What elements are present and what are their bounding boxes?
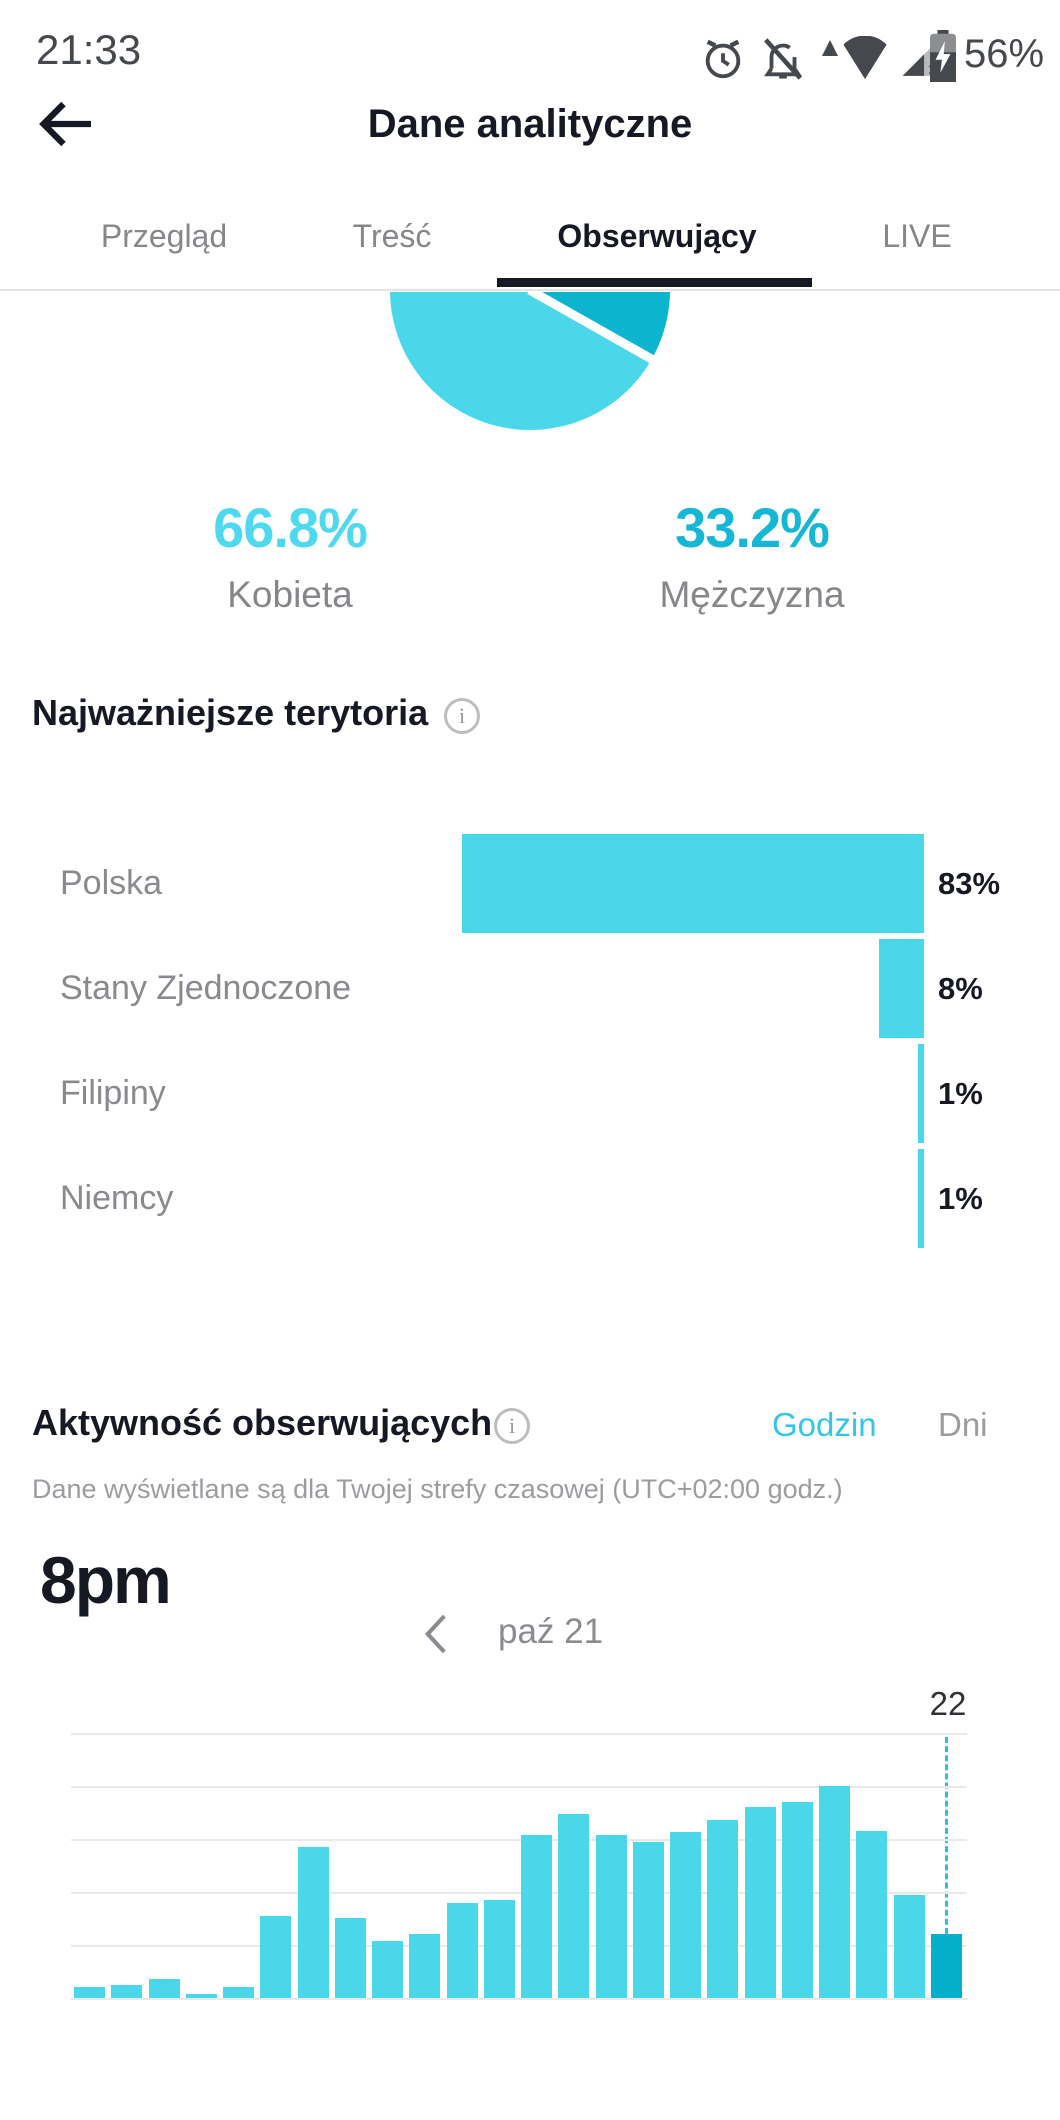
date-label: paź 21	[498, 1612, 604, 1651]
hour-bar	[856, 1831, 888, 1998]
hour-bar	[297, 1847, 329, 1998]
territories-info-icon[interactable]: i	[444, 698, 480, 734]
tab-przeglad[interactable]: Przegląd	[100, 218, 228, 254]
hour-bar	[521, 1835, 552, 1998]
hour-bar	[930, 1934, 962, 1998]
timezone-note: Dane wyświetlane są dla Twojej strefy cz…	[32, 1474, 843, 1504]
territory-label: Polska	[60, 864, 163, 902]
chart-gridline	[71, 1945, 967, 1947]
hour-bar	[744, 1807, 776, 1998]
hour-bar	[670, 1832, 701, 1998]
territory-bar	[462, 834, 924, 933]
clock-time: 21:33	[36, 26, 142, 73]
peak-hour-value: 8pm	[40, 1543, 172, 1617]
territory-bar	[918, 1149, 924, 1248]
tab-obserwujacy[interactable]: Obserwujący	[557, 218, 757, 254]
hour-bar	[74, 1987, 105, 1998]
gender-stat-male: 33.2% Mężczyzna	[592, 495, 912, 616]
activity-title: Aktywność obserwujących	[32, 1402, 493, 1443]
territory-bar	[879, 939, 924, 1038]
hour-bar	[558, 1814, 590, 1998]
hourly-bar-chart: 22	[71, 1685, 967, 2000]
toggle-days[interactable]: Dni	[938, 1406, 988, 1443]
hour-bar	[409, 1934, 441, 1998]
alarm-icon	[705, 39, 741, 79]
chart-gridline	[71, 1998, 967, 2000]
territory-label: Stany Zjednoczone	[60, 969, 352, 1007]
hour-bar	[632, 1842, 664, 1998]
gender-stat-female: 66.8% Kobieta	[130, 495, 450, 616]
toggle-hours[interactable]: Godzin	[772, 1406, 877, 1443]
hour-bar	[372, 1941, 403, 1998]
male-label: Mężczyzna	[659, 574, 845, 615]
battery-charging-icon	[930, 30, 956, 82]
notifications-off-icon	[764, 38, 802, 80]
hour-bar	[260, 1916, 292, 1998]
tab-tresc[interactable]: Treść	[352, 218, 432, 254]
hour-bar	[781, 1802, 813, 1998]
territory-label: Niemcy	[60, 1179, 174, 1217]
territory-percent: 83%	[938, 866, 1001, 901]
chart-gridline	[71, 1892, 967, 1894]
hour-bar	[223, 1987, 254, 1998]
current-hour-dashed-line	[945, 1737, 948, 1934]
hour-bar	[446, 1903, 478, 1998]
gender-pie-circle	[390, 292, 670, 430]
status-bar: 21:33 56%	[0, 0, 1060, 100]
hour-bar	[893, 1895, 925, 1998]
hour-bar	[707, 1820, 739, 1998]
hour-bar	[483, 1900, 515, 1998]
active-tab-underline	[497, 278, 812, 287]
android-nav-bar	[0, 2020, 1060, 2120]
gender-pie-chart	[0, 292, 1060, 431]
tab-live[interactable]: LIVE	[882, 218, 952, 254]
female-label: Kobieta	[227, 574, 353, 615]
territory-row: Polska 83%	[0, 834, 1060, 933]
activity-info-icon[interactable]: i	[494, 1408, 530, 1444]
chevron-left-icon[interactable]	[418, 1612, 454, 1656]
header-divider	[0, 289, 1060, 291]
territory-percent: 1%	[938, 1181, 983, 1216]
current-hour-label: 22	[929, 1685, 967, 1722]
hour-bar	[148, 1979, 180, 1998]
battery-percent-text: 56%	[964, 32, 1045, 76]
page-title: Dane analityczne	[367, 102, 693, 146]
territory-percent: 8%	[938, 971, 983, 1006]
vpn-triangle-icon	[822, 40, 838, 56]
territory-label: Filipiny	[60, 1074, 166, 1112]
territory-row: Stany Zjednoczone 8%	[0, 939, 1060, 1038]
territory-bar	[918, 1044, 924, 1143]
female-percent: 66.8%	[213, 496, 368, 559]
territory-row: Filipiny 1%	[0, 1044, 1060, 1143]
chart-gridline	[71, 1786, 967, 1788]
hour-bar	[185, 1994, 217, 1998]
back-button[interactable]	[36, 94, 96, 154]
hour-bar	[111, 1985, 143, 1998]
male-percent: 33.2%	[675, 496, 830, 559]
chart-gridline	[71, 1839, 967, 1841]
territory-percent: 1%	[938, 1076, 983, 1111]
hour-bar	[595, 1835, 627, 1998]
chart-gridline	[71, 1733, 967, 1735]
wifi-icon	[843, 36, 887, 80]
territory-row: Niemcy 1%	[0, 1149, 1060, 1248]
hour-bar	[819, 1786, 850, 1998]
hour-bar	[334, 1918, 366, 1998]
territories-title: Najważniejsze terytoria	[32, 692, 429, 733]
